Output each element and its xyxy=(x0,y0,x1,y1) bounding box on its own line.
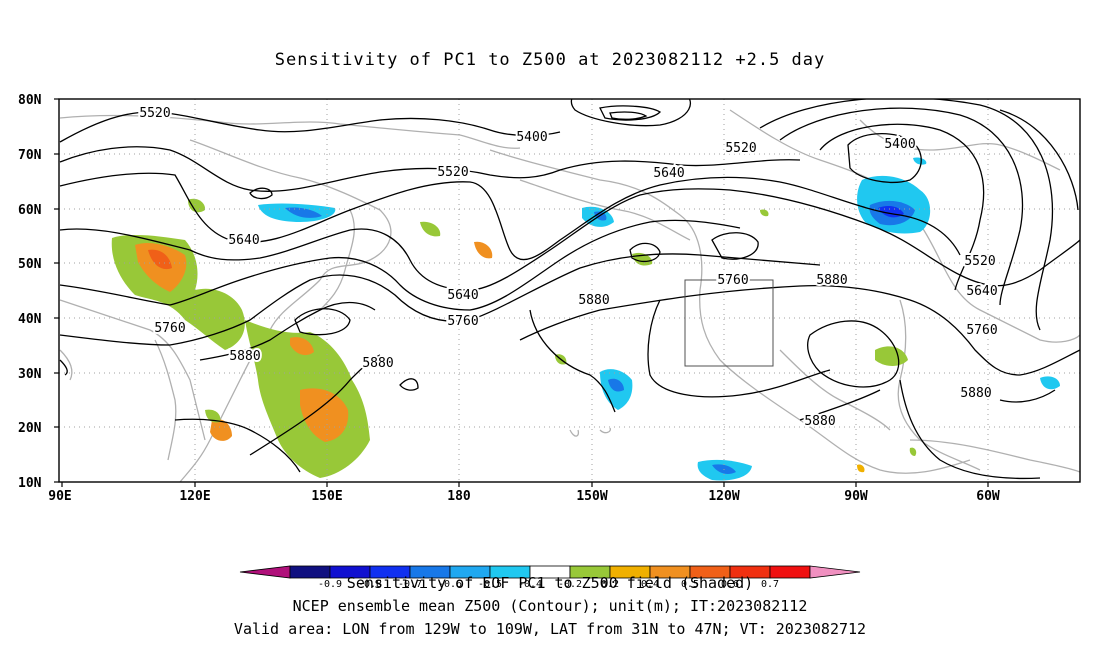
contour-label: 5520 xyxy=(139,106,170,121)
lat-label: 50N xyxy=(18,257,42,272)
contour-label: 5880 xyxy=(229,349,260,364)
colorbar-tick-label: -0.7 xyxy=(398,579,422,590)
colorbar-tick-label: -0.6 xyxy=(438,579,462,590)
lon-label: 60W xyxy=(976,489,1000,504)
lat-label: 10N xyxy=(18,476,42,491)
lon-label: 120W xyxy=(708,489,739,504)
lon-label: 120E xyxy=(179,489,210,504)
lon-label: 150W xyxy=(576,489,607,504)
colorbar-tick-label: 0.2 xyxy=(601,579,619,590)
colorbar-right-arrow xyxy=(809,565,861,579)
contour-label: 5760 xyxy=(717,273,748,288)
grid-lines xyxy=(59,99,1080,482)
lon-label: 90W xyxy=(844,489,868,504)
contour-label: 5640 xyxy=(653,166,684,181)
caption-contour: NCEP ensemble mean Z500 (Contour); unit(… xyxy=(292,597,808,615)
lat-label: 80N xyxy=(18,93,42,108)
colorbar-tick-label: -0.2 xyxy=(558,579,582,590)
contour-label: 5760 xyxy=(447,314,478,329)
lon-label: 150E xyxy=(311,489,342,504)
colorbar: -0.9 -0.8 -0.7 -0.6 -0.5 -0.4 -0.2 0.2 0.4 0.5 0.6… xyxy=(239,565,861,590)
z500-contours xyxy=(59,99,1080,480)
contour-label: 5520 xyxy=(964,254,995,269)
contour-label: 5640 xyxy=(447,288,478,303)
contour-label: 5400 xyxy=(884,137,915,152)
caption-shading: Sensitivity of EOF PC1 to Z500 field (Sh… xyxy=(346,574,754,592)
colorbar-tick-label: 0.4 xyxy=(641,579,659,590)
lat-label: 40N xyxy=(18,312,42,327)
contour-label: 5640 xyxy=(966,284,997,299)
chart-title: Sensitivity of PC1 to Z500 at 2023082112… xyxy=(274,50,826,70)
contour-labels: 5520 5400 5520 5520 5400 5640 5640 5640 … xyxy=(137,104,999,431)
valid-area-box xyxy=(684,279,774,367)
contour-label: 5760 xyxy=(966,323,997,338)
contour-label: 5880 xyxy=(578,293,609,308)
tick-marks xyxy=(54,98,989,487)
colorbar-tick-label: 0.6 xyxy=(721,579,739,590)
contour-label: 5520 xyxy=(437,165,468,180)
colorbar-tick-label: 0.7 xyxy=(761,579,779,590)
lon-label: 90E xyxy=(48,489,71,504)
lat-label: 60N xyxy=(18,203,42,218)
coastlines xyxy=(59,109,1080,482)
plot-frame xyxy=(58,98,1081,483)
lon-label: 180 xyxy=(447,489,471,504)
colorbar-tick-label: 0.5 xyxy=(681,579,699,590)
contour-label: 5880 xyxy=(804,414,835,429)
lat-label: 70N xyxy=(18,148,42,163)
sensitivity-shading xyxy=(111,157,1060,481)
lat-label: 30N xyxy=(18,367,42,382)
lat-label: 20N xyxy=(18,421,42,436)
colorbar-tick-label: -0.9 xyxy=(318,579,342,590)
contour-label: 5640 xyxy=(228,233,259,248)
colorbar-tick-label: -0.4 xyxy=(518,579,542,590)
colorbar-tick-label: -0.5 xyxy=(478,579,502,590)
contour-label: 5400 xyxy=(516,130,547,145)
colorbar-tick-label: -0.8 xyxy=(358,579,382,590)
lon-labels: 90E 120E 150E 180 150W 120W 90W 60W xyxy=(48,489,1000,504)
contour-label: 5880 xyxy=(816,273,847,288)
contour-label: 5880 xyxy=(362,356,393,371)
contour-label: 5880 xyxy=(960,386,991,401)
contour-label: 5520 xyxy=(725,141,756,156)
caption-valid-area: Valid area: LON from 129W to 109W, LAT f… xyxy=(233,620,867,638)
lat-labels: 80N 70N 60N 50N 40N 30N 20N 10N xyxy=(18,93,42,491)
contour-label: 5760 xyxy=(154,321,185,336)
